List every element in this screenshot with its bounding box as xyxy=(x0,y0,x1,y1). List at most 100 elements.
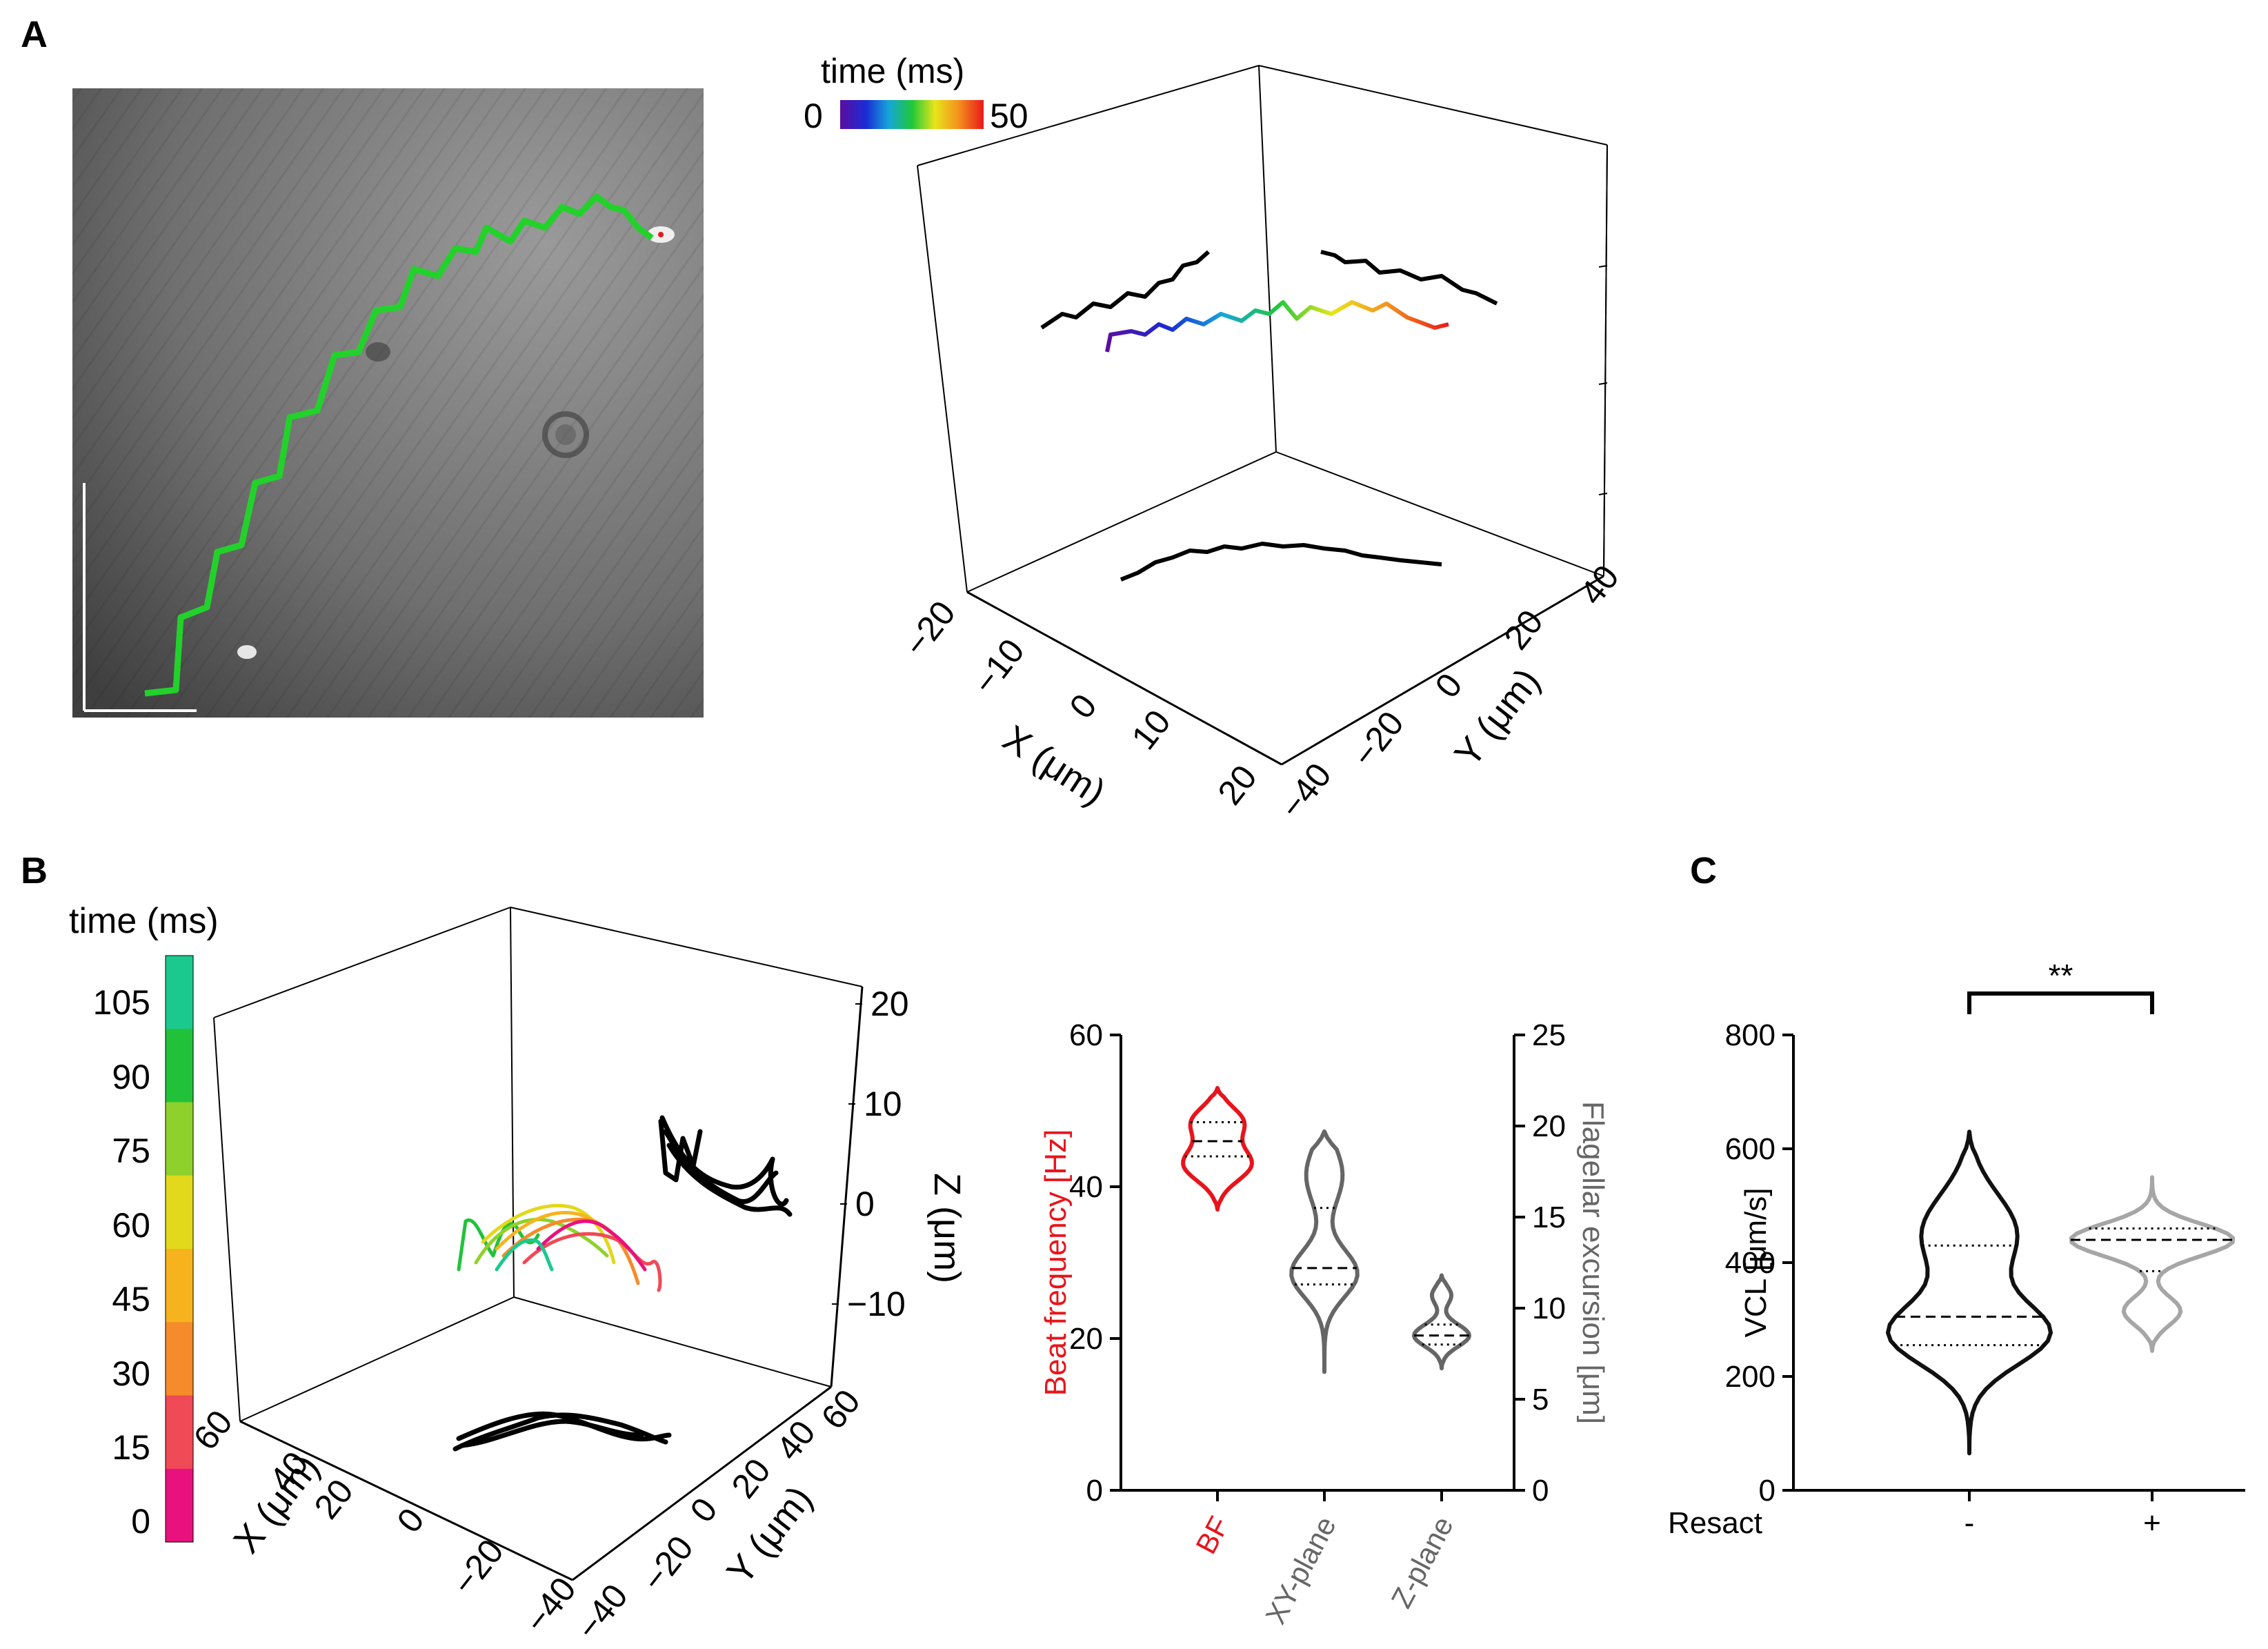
tick-b-y: 20 xyxy=(724,1451,778,1505)
violin-body xyxy=(2069,1175,2236,1353)
panel-label-b: B xyxy=(21,850,48,891)
tick-a-x: −10 xyxy=(966,631,1032,701)
y-axis-label: VCL [μm/s] xyxy=(1739,1188,1773,1338)
y-tick-label: 200 xyxy=(1725,1360,1775,1394)
axis-b-x: 60 40 20 0 −20 −40 X (μm) xyxy=(186,1403,584,1639)
left-tick-label: 40 xyxy=(1069,1170,1103,1204)
tick-b-z: −10 xyxy=(847,1285,906,1323)
tick-a-x: 10 xyxy=(1124,702,1178,756)
colorbar-b-segment xyxy=(166,1249,193,1323)
colorbar-b-title: time (ms) xyxy=(69,901,219,941)
colorbar-b-segment xyxy=(166,1175,193,1250)
tick-b-y: −40 xyxy=(569,1577,635,1646)
projection-xy xyxy=(1120,542,1442,582)
colorbar-b-segment xyxy=(166,1468,193,1543)
colorbar-b-segment xyxy=(166,1395,193,1470)
right-tick-label: 15 xyxy=(1532,1201,1566,1234)
colorbar-b-segment xyxy=(166,1102,193,1176)
right-tick-label: 0 xyxy=(1532,1474,1549,1508)
violin-resact-minus xyxy=(1886,1129,2053,1456)
violin-BF xyxy=(1181,1086,1254,1212)
tick-a-x: −20 xyxy=(897,593,963,663)
projection-yz xyxy=(1320,250,1498,306)
projection-xz xyxy=(1040,250,1210,330)
tick-b-y: 60 xyxy=(814,1382,868,1436)
scale-bar xyxy=(83,483,197,712)
colorbar-b-tick: 45 xyxy=(112,1280,150,1319)
right-axis-label: Flagellar excursion [μm] xyxy=(1576,1101,1610,1424)
tick-a-x: 0 xyxy=(1062,687,1104,725)
violin-chart-c: 0 200 400 600 800 VCL [μm/s] - + Resact ** xyxy=(1668,958,2245,1540)
tick-b-x: 0 xyxy=(390,1501,432,1539)
x-tick-label: XY-plane xyxy=(1259,1511,1342,1629)
group-label: Resact xyxy=(1668,1506,1762,1540)
colorbar-a: time (ms) 0 50 xyxy=(804,52,1028,135)
right-tick-label: 25 xyxy=(1532,1018,1566,1052)
x-tick-label: - xyxy=(1964,1506,1975,1540)
tick-a-x: 20 xyxy=(1211,758,1264,811)
projection-xy-b xyxy=(452,1412,668,1452)
left-tick-label: 0 xyxy=(1086,1474,1103,1508)
violin-body xyxy=(1886,1129,2053,1456)
violin-chart-b: 0 20 40 60 0 5 10 15 20 25 Beat frequency [Hz] Flag… xyxy=(1039,1018,1610,1629)
trajectory-a xyxy=(1040,250,1498,582)
tick-b-z: 20 xyxy=(871,985,909,1023)
violin-Z-plane xyxy=(1412,1273,1471,1371)
right-tick-label: 5 xyxy=(1532,1383,1549,1416)
tick-b-y: 0 xyxy=(683,1490,725,1529)
axis-label-b-y: Y (μm) xyxy=(719,1479,820,1592)
tick-a-y: −40 xyxy=(1273,756,1339,825)
trajectory-b xyxy=(452,1115,793,1452)
trajectory-3d xyxy=(1105,300,1449,353)
colorbar-b-tick: 0 xyxy=(131,1502,150,1541)
colorbar-b-tick: 30 xyxy=(112,1354,150,1393)
significance-label: ** xyxy=(2049,958,2073,994)
left-axis-label: Beat frequency [Hz] xyxy=(1039,1129,1073,1396)
axes3d-b xyxy=(213,907,864,1581)
tick-a-y: 0 xyxy=(1428,666,1470,704)
right-tick-label: 20 xyxy=(1532,1109,1566,1143)
colorbar-a-title: time (ms) xyxy=(821,52,964,90)
left-tick-label: 60 xyxy=(1069,1018,1103,1052)
axes3d-a xyxy=(917,65,1608,766)
tick-b-y: −20 xyxy=(635,1528,701,1598)
violin-body xyxy=(1289,1129,1360,1374)
tick-b-z: 0 xyxy=(855,1185,875,1223)
colorbar-b-tick: 105 xyxy=(93,983,150,1022)
tick-a-y: −20 xyxy=(1345,704,1411,773)
colorbar-b-tick: 60 xyxy=(112,1206,150,1245)
tick-b-x: −20 xyxy=(445,1532,511,1601)
x-tick-label: BF xyxy=(1189,1511,1235,1559)
violin-XY-plane xyxy=(1289,1129,1360,1374)
colorbar-b-segment xyxy=(166,1029,193,1103)
tick-b-z: 10 xyxy=(864,1085,902,1123)
y-tick-label: 600 xyxy=(1725,1132,1775,1166)
significance-bracket xyxy=(1967,991,2154,1014)
violin-body xyxy=(1412,1273,1471,1371)
axis-label-a-x: X (μm) xyxy=(995,718,1112,813)
colorbar-b-tick: 15 xyxy=(112,1428,150,1467)
x-tick-label: Z-plane xyxy=(1385,1511,1460,1613)
axis-a-y: −40 −20 0 20 40 Y (μm) xyxy=(1273,557,1627,825)
left-tick-label: 20 xyxy=(1069,1322,1103,1356)
panel-label-c: C xyxy=(1690,850,1717,891)
colorbar-b-tick: 75 xyxy=(112,1132,150,1170)
colorbar-a-max: 50 xyxy=(990,97,1028,135)
y-tick-label: 400 xyxy=(1725,1246,1775,1280)
axis-b-z: 20 10 0 −10 Z (μm) xyxy=(847,985,968,1323)
sperm-track xyxy=(144,193,654,697)
colorbar-b-segment xyxy=(166,1322,193,1396)
y-tick-label: 0 xyxy=(1759,1474,1775,1508)
tick-b-x: 60 xyxy=(186,1403,240,1457)
x-tick-label: + xyxy=(2143,1506,2161,1540)
right-tick-label: 10 xyxy=(1532,1292,1566,1325)
violin-body xyxy=(1181,1086,1254,1212)
colorbar-a-min: 0 xyxy=(804,97,823,135)
axis-label-b-z: Z (μm) xyxy=(926,1173,968,1283)
panel-label-a: A xyxy=(21,14,48,55)
colorbar-b-segment xyxy=(166,956,193,1029)
y-tick-label: 800 xyxy=(1725,1018,1775,1052)
colorbar-b: time (ms) 105 90 75 60 45 30 15 0 xyxy=(69,901,219,1543)
micrograph xyxy=(72,88,704,718)
